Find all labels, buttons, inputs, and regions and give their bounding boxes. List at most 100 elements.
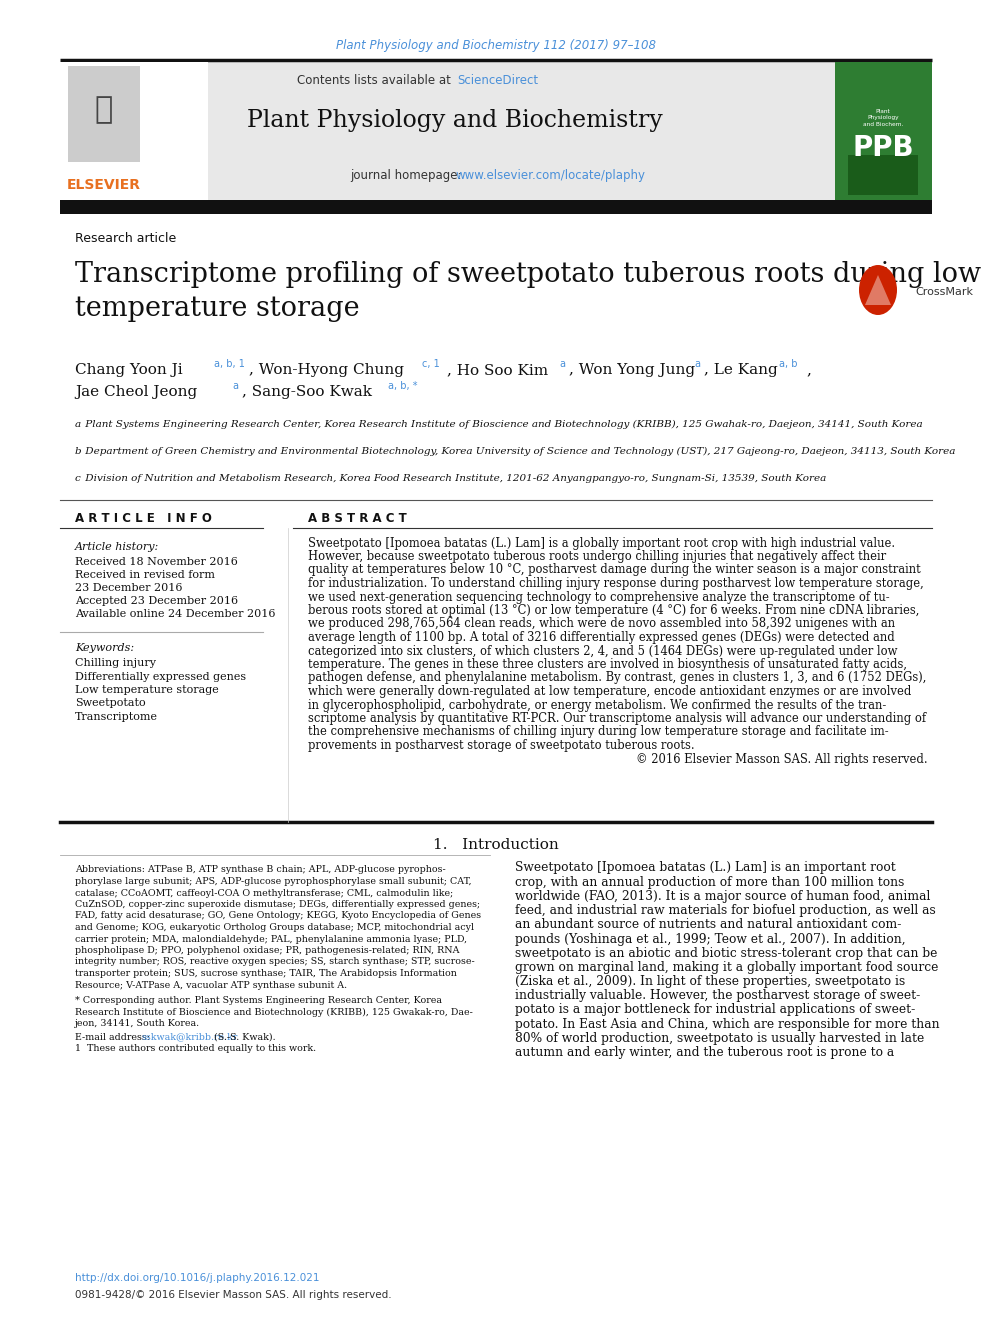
- Text: in glycerophospholipid, carbohydrate, or energy metabolism. We confirmed the res: in glycerophospholipid, carbohydrate, or…: [308, 699, 886, 712]
- Text: Article history:: Article history:: [75, 542, 160, 552]
- FancyBboxPatch shape: [60, 62, 835, 200]
- Text: potato is a major bottleneck for industrial applications of sweet-: potato is a major bottleneck for industr…: [515, 1004, 916, 1016]
- Ellipse shape: [859, 265, 897, 315]
- Text: Differentially expressed genes: Differentially expressed genes: [75, 672, 246, 681]
- Text: crop, with an annual production of more than 100 million tons: crop, with an annual production of more …: [515, 876, 905, 889]
- Text: Sweetpotato [Ipomoea batatas (L.) Lam] is a globally important root crop with hi: Sweetpotato [Ipomoea batatas (L.) Lam] i…: [308, 537, 895, 549]
- Text: Research article: Research article: [75, 232, 177, 245]
- Text: a, b: a, b: [779, 359, 798, 369]
- Text: 🌲: 🌲: [95, 95, 113, 124]
- Text: Sweetpotato [Ipomoea batatas (L.) Lam] is an important root: Sweetpotato [Ipomoea batatas (L.) Lam] i…: [515, 861, 896, 875]
- Text: autumn and early winter, and the tuberous root is prone to a: autumn and early winter, and the tuberou…: [515, 1046, 894, 1060]
- Text: Accepted 23 December 2016: Accepted 23 December 2016: [75, 595, 238, 606]
- Text: (S.-S. Kwak).: (S.-S. Kwak).: [211, 1032, 276, 1041]
- Text: jeon, 34141, South Korea.: jeon, 34141, South Korea.: [75, 1019, 200, 1028]
- Text: E-mail address:: E-mail address:: [75, 1032, 153, 1041]
- Text: , Le Kang: , Le Kang: [704, 363, 778, 377]
- Text: Keywords:: Keywords:: [75, 643, 134, 654]
- Text: sweetpotato is an abiotic and biotic stress-tolerant crop that can be: sweetpotato is an abiotic and biotic str…: [515, 947, 937, 959]
- Text: and Genome; KOG, eukaryotic Ortholog Groups database; MCP, mitochondrial acyl: and Genome; KOG, eukaryotic Ortholog Gro…: [75, 923, 474, 931]
- Text: Received 18 November 2016: Received 18 November 2016: [75, 557, 238, 568]
- Text: journal homepage:: journal homepage:: [350, 168, 465, 181]
- Text: feed, and industrial raw materials for biofuel production, as well as: feed, and industrial raw materials for b…: [515, 904, 935, 917]
- Text: Chang Yoon Ji: Chang Yoon Ji: [75, 363, 183, 377]
- FancyBboxPatch shape: [68, 66, 140, 161]
- FancyBboxPatch shape: [60, 200, 932, 214]
- Text: temperature. The genes in these three clusters are involved in biosynthesis of u: temperature. The genes in these three cl…: [308, 658, 907, 671]
- Text: pathogen defense, and phenylalanine metabolism. By contrast, genes in clusters 1: pathogen defense, and phenylalanine meta…: [308, 672, 927, 684]
- Text: worldwide (FAO, 2013). It is a major source of human food, animal: worldwide (FAO, 2013). It is a major sou…: [515, 890, 930, 902]
- Text: ScienceDirect: ScienceDirect: [457, 74, 538, 86]
- FancyBboxPatch shape: [60, 62, 208, 200]
- Text: Division of Nutrition and Metabolism Research, Korea Food Research Institute, 12: Division of Nutrition and Metabolism Res…: [82, 474, 826, 483]
- Text: b: b: [75, 447, 81, 456]
- Text: integrity number; ROS, reactive oxygen species; SS, starch synthase; STP, sucros: integrity number; ROS, reactive oxygen s…: [75, 958, 475, 967]
- Text: we used next-generation sequencing technology to comprehensive analyze the trans: we used next-generation sequencing techn…: [308, 590, 890, 603]
- Text: © 2016 Elsevier Masson SAS. All rights reserved.: © 2016 Elsevier Masson SAS. All rights r…: [637, 753, 928, 766]
- Text: ELSEVIER: ELSEVIER: [67, 179, 141, 192]
- Text: Transcriptome: Transcriptome: [75, 712, 158, 722]
- Text: scriptome analysis by quantitative RT-PCR. Our transcriptome analysis will advan: scriptome analysis by quantitative RT-PC…: [308, 712, 927, 725]
- Text: Contents lists available at: Contents lists available at: [298, 74, 455, 86]
- Text: Sweetpotato: Sweetpotato: [75, 699, 146, 709]
- Text: carrier protein; MDA, malondialdehyde; PAL, phenylalanine ammonia lyase; PLD,: carrier protein; MDA, malondialdehyde; P…: [75, 934, 467, 943]
- Text: Abbreviations: ATPase B, ATP synthase B chain; APL, ADP-glucose pyrophos-: Abbreviations: ATPase B, ATP synthase B …: [75, 865, 445, 875]
- Text: CrossMark: CrossMark: [915, 287, 973, 296]
- Text: which were generally down-regulated at low temperature, encode antioxidant enzym: which were generally down-regulated at l…: [308, 685, 912, 699]
- Text: for industrialization. To understand chilling injury response during postharvest: for industrialization. To understand chi…: [308, 577, 924, 590]
- Text: a: a: [75, 419, 81, 429]
- Text: grown on marginal land, making it a globally important food source: grown on marginal land, making it a glob…: [515, 960, 938, 974]
- Text: the comprehensive mechanisms of chilling injury during low temperature storage a: the comprehensive mechanisms of chilling…: [308, 725, 889, 738]
- Text: PPB: PPB: [852, 134, 914, 161]
- Text: Resource; V-ATPase A, vacuolar ATP synthase subunit A.: Resource; V-ATPase A, vacuolar ATP synth…: [75, 980, 347, 990]
- Text: A R T I C L E   I N F O: A R T I C L E I N F O: [75, 512, 212, 524]
- Text: berous roots stored at optimal (13 °C) or low temperature (4 °C) for 6 weeks. Fr: berous roots stored at optimal (13 °C) o…: [308, 605, 920, 617]
- Text: , Ho Soo Kim: , Ho Soo Kim: [447, 363, 549, 377]
- Text: 0981-9428/© 2016 Elsevier Masson SAS. All rights reserved.: 0981-9428/© 2016 Elsevier Masson SAS. Al…: [75, 1290, 392, 1301]
- Text: Transcriptome profiling of sweetpotato tuberous roots during low: Transcriptome profiling of sweetpotato t…: [75, 262, 981, 288]
- Text: Department of Green Chemistry and Environmental Biotechnology, Korea University : Department of Green Chemistry and Enviro…: [82, 447, 955, 456]
- Text: a: a: [694, 359, 700, 369]
- Text: a: a: [559, 359, 565, 369]
- Text: categorized into six clusters, of which clusters 2, 4, and 5 (1464 DEGs) were up: categorized into six clusters, of which …: [308, 644, 898, 658]
- Text: a, b, *: a, b, *: [388, 381, 418, 392]
- Text: provements in postharvest storage of sweetpotato tuberous roots.: provements in postharvest storage of swe…: [308, 740, 694, 751]
- Text: 23 December 2016: 23 December 2016: [75, 583, 183, 593]
- Text: ,: ,: [806, 363, 810, 377]
- Text: However, because sweetpotato tuberous roots undergo chilling injuries that negat: However, because sweetpotato tuberous ro…: [308, 550, 886, 564]
- Text: average length of 1100 bp. A total of 3216 differentially expressed genes (DEGs): average length of 1100 bp. A total of 32…: [308, 631, 895, 644]
- Text: CuZnSOD, copper-zinc superoxide dismutase; DEGs, differentially expressed genes;: CuZnSOD, copper-zinc superoxide dismutas…: [75, 900, 480, 909]
- Text: sskwak@kribb.re.kr: sskwak@kribb.re.kr: [141, 1032, 237, 1041]
- Text: Received in revised form: Received in revised form: [75, 570, 215, 579]
- Text: pounds (Yoshinaga et al., 1999; Teow et al., 2007). In addition,: pounds (Yoshinaga et al., 1999; Teow et …: [515, 933, 906, 946]
- Text: industrially valuable. However, the postharvest storage of sweet-: industrially valuable. However, the post…: [515, 990, 921, 1003]
- Text: , Sang-Soo Kwak: , Sang-Soo Kwak: [242, 385, 372, 400]
- Text: 1  These authors contributed equally to this work.: 1 These authors contributed equally to t…: [75, 1044, 316, 1053]
- Text: potato. In East Asia and China, which are responsible for more than: potato. In East Asia and China, which ar…: [515, 1017, 939, 1031]
- Text: c: c: [75, 474, 80, 483]
- Text: temperature storage: temperature storage: [75, 295, 360, 321]
- Text: Plant Physiology and Biochemistry: Plant Physiology and Biochemistry: [247, 108, 663, 131]
- Text: phorylase large subunit; APS, ADP-glucose pyrophosphorylase small subunit; CAT,: phorylase large subunit; APS, ADP-glucos…: [75, 877, 471, 886]
- Text: , Won-Hyong Chung: , Won-Hyong Chung: [249, 363, 404, 377]
- Text: Available online 24 December 2016: Available online 24 December 2016: [75, 609, 276, 619]
- Text: http://dx.doi.org/10.1016/j.plaphy.2016.12.021: http://dx.doi.org/10.1016/j.plaphy.2016.…: [75, 1273, 319, 1283]
- Text: (Ziska et al., 2009). In light of these properties, sweetpotato is: (Ziska et al., 2009). In light of these …: [515, 975, 906, 988]
- Text: Jae Cheol Jeong: Jae Cheol Jeong: [75, 385, 197, 400]
- Text: a, b, 1: a, b, 1: [214, 359, 245, 369]
- Text: c, 1: c, 1: [422, 359, 439, 369]
- Text: Plant Systems Engineering Research Center, Korea Research Institute of Bioscienc: Plant Systems Engineering Research Cente…: [82, 419, 923, 429]
- Text: FAD, fatty acid desaturase; GO, Gene Ontology; KEGG, Kyoto Encyclopedia of Genes: FAD, fatty acid desaturase; GO, Gene Ont…: [75, 912, 481, 921]
- Text: Plant
Physiology
and Biochem.: Plant Physiology and Biochem.: [863, 110, 903, 127]
- Text: we produced 298,765,564 clean reads, which were de novo assembled into 58,392 un: we produced 298,765,564 clean reads, whi…: [308, 618, 895, 631]
- Text: A B S T R A C T: A B S T R A C T: [308, 512, 407, 524]
- Text: * Corresponding author. Plant Systems Engineering Research Center, Korea: * Corresponding author. Plant Systems En…: [75, 996, 442, 1005]
- Text: catalase; CCoAOMT, caffeoyl-COA O methyltransferase; CML, calmodulin like;: catalase; CCoAOMT, caffeoyl-COA O methyl…: [75, 889, 453, 897]
- Text: Low temperature storage: Low temperature storage: [75, 685, 219, 695]
- Text: Plant Physiology and Biochemistry 112 (2017) 97–108: Plant Physiology and Biochemistry 112 (2…: [336, 38, 656, 52]
- Text: Research Institute of Bioscience and Biotechnology (KRIBB), 125 Gwakak-ro, Dae-: Research Institute of Bioscience and Bio…: [75, 1007, 473, 1016]
- Text: Chilling injury: Chilling injury: [75, 658, 156, 668]
- Text: quality at temperatures below 10 °C, postharvest damage during the winter season: quality at temperatures below 10 °C, pos…: [308, 564, 921, 577]
- Text: 80% of world production, sweetpotato is usually harvested in late: 80% of world production, sweetpotato is …: [515, 1032, 925, 1045]
- Text: transporter protein; SUS, sucrose synthase; TAIR, The Arabidopsis Information: transporter protein; SUS, sucrose syntha…: [75, 968, 457, 978]
